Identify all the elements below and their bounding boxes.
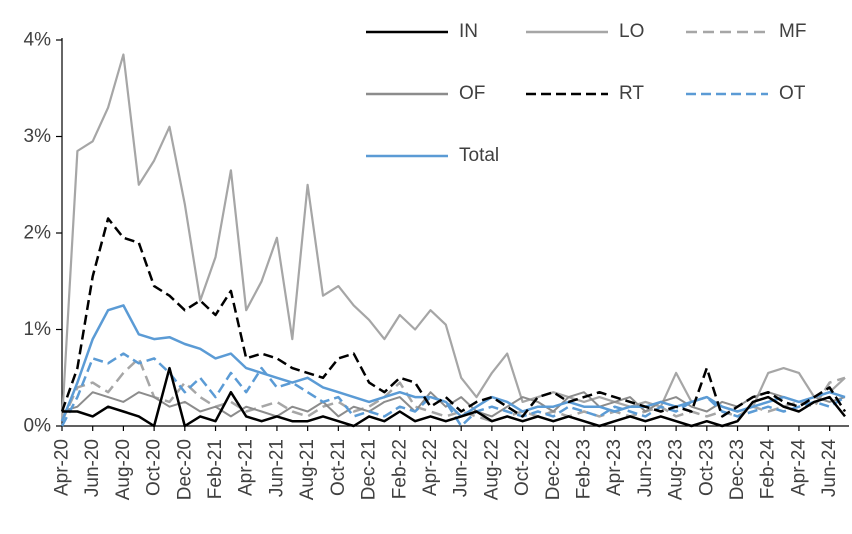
legend-label-lo: LO <box>619 21 645 42</box>
legend-line-lo <box>526 30 608 34</box>
y-tick-label: 3% <box>24 126 52 147</box>
series-line-total <box>60 304 846 422</box>
x-tick-label: Feb-23 <box>574 439 595 499</box>
y-tick-label: 0% <box>24 416 52 437</box>
x-tick-label: Oct-23 <box>696 439 717 496</box>
y-tick-label: 4% <box>24 30 52 51</box>
x-tick-label: Jun-23 <box>635 439 656 497</box>
legend-label-rt: RT <box>619 83 644 104</box>
x-tick-label: Apr-21 <box>236 439 257 496</box>
legend-item-total: Total <box>366 144 526 168</box>
series-line-of <box>61 391 846 418</box>
legend-item-rt: RT <box>526 82 686 106</box>
y-tick-label: 1% <box>24 319 52 340</box>
series-line-rt <box>60 217 847 418</box>
legend-item-of: OF <box>366 82 526 106</box>
x-tick-label: Dec-21 <box>359 439 380 500</box>
x-tick-label: Jun-24 <box>819 439 840 498</box>
legend-line-in <box>366 30 448 34</box>
legend-line-mf <box>686 30 768 34</box>
x-tick-label: Aug-20 <box>113 439 134 500</box>
x-tick-label: Oct-20 <box>144 439 165 496</box>
x-tick-label: Jun-21 <box>266 439 287 497</box>
legend-label-total: Total <box>459 145 500 166</box>
x-tick-label: Dec-20 <box>174 439 195 500</box>
x-tick-label: Apr-22 <box>420 439 441 496</box>
y-tick-label: 2% <box>24 223 52 244</box>
x-tick-label: Dec-23 <box>727 439 748 500</box>
series-line-mf <box>60 357 846 423</box>
x-tick-label: Aug-22 <box>481 439 502 500</box>
x-tick-label: Oct-21 <box>328 439 349 496</box>
x-tick-label: Apr-24 <box>788 439 809 496</box>
x-tick-label: Feb-22 <box>389 439 410 499</box>
legend-item-in: IN <box>366 20 526 44</box>
legend-item-lo: LO <box>526 20 686 44</box>
x-tick-label: Apr-20 <box>52 439 73 496</box>
chart-legend: IN LO MF OF RT OT Total <box>366 20 846 168</box>
legend-label-in: IN <box>459 21 478 42</box>
x-tick-label: Dec-22 <box>543 439 564 500</box>
legend-line-rt <box>526 92 608 96</box>
x-tick-label: Aug-23 <box>666 439 687 500</box>
x-tick-label: Jun-20 <box>82 439 103 497</box>
x-tick-label: Feb-24 <box>758 439 779 500</box>
series-line-in <box>62 366 846 428</box>
series-line-ot <box>60 352 846 428</box>
legend-label-mf: MF <box>779 21 807 42</box>
legend-item-mf: MF <box>686 20 846 44</box>
legend-line-of <box>366 92 448 96</box>
x-tick-label: Feb-21 <box>205 439 226 499</box>
x-tick-label: Jun-22 <box>451 439 472 497</box>
x-tick-label: Apr-23 <box>604 439 625 496</box>
legend-line-ot <box>686 92 768 96</box>
legend-item-ot: OT <box>686 82 846 106</box>
x-tick-label: Aug-21 <box>297 439 318 500</box>
legend-line-total <box>366 154 448 158</box>
legend-label-ot: OT <box>779 83 806 104</box>
legend-label-of: OF <box>459 83 486 104</box>
x-tick-label: Oct-22 <box>512 439 533 496</box>
